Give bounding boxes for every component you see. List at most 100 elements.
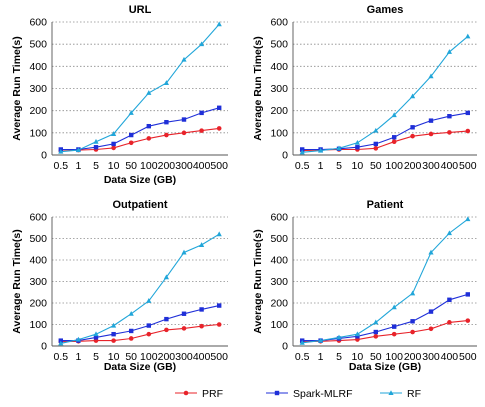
y-tick-label: 400 bbox=[29, 61, 47, 73]
x-tick-label: 500 bbox=[210, 160, 228, 172]
chart-title: URL bbox=[129, 4, 152, 16]
data-point bbox=[410, 125, 415, 130]
data-point bbox=[58, 148, 64, 154]
data-point bbox=[146, 298, 152, 303]
data-point bbox=[181, 56, 187, 62]
data-point bbox=[199, 41, 205, 47]
y-tick-label: 0 bbox=[41, 150, 47, 162]
series-rf bbox=[299, 33, 471, 155]
y-tick-label: 600 bbox=[29, 212, 47, 224]
data-point bbox=[410, 319, 415, 324]
data-point bbox=[93, 138, 99, 144]
x-tick-label: 1 bbox=[75, 351, 81, 363]
data-point bbox=[410, 133, 415, 139]
data-point bbox=[111, 145, 116, 151]
x-tick-label: 200 bbox=[158, 351, 176, 363]
x-tick-label: 200 bbox=[404, 160, 422, 172]
data-point bbox=[128, 310, 134, 316]
x-axis-label: Data Size (GB) bbox=[104, 174, 176, 186]
data-point bbox=[446, 49, 452, 54]
data-point bbox=[129, 132, 134, 138]
series-line bbox=[60, 305, 220, 342]
y-tick-label: 100 bbox=[29, 127, 47, 139]
data-point bbox=[146, 90, 152, 95]
x-tick-label: 1 bbox=[318, 160, 324, 172]
data-point bbox=[181, 326, 187, 331]
data-point bbox=[300, 147, 305, 152]
x-tick-label: 400 bbox=[193, 160, 211, 172]
x-tick-label: 200 bbox=[158, 160, 176, 172]
legend-label: PRF bbox=[202, 388, 223, 400]
y-tick-label: 400 bbox=[270, 255, 288, 267]
data-point bbox=[465, 292, 470, 297]
data-point bbox=[428, 309, 434, 314]
legend-item-spark-mlrf: Spark-MLRF bbox=[266, 388, 353, 400]
data-point bbox=[373, 141, 378, 147]
y-axis-label: Average Run Time(s) bbox=[11, 36, 23, 140]
data-point bbox=[336, 145, 342, 151]
x-tick-label: 10 bbox=[108, 160, 120, 172]
legend-item-rf: RF bbox=[380, 388, 421, 400]
x-tick-label: 0.5 bbox=[295, 351, 310, 363]
data-point bbox=[355, 145, 360, 150]
y-tick-label: 100 bbox=[270, 127, 288, 139]
series-line bbox=[302, 320, 468, 343]
data-point bbox=[111, 322, 117, 328]
x-tick-label: 300 bbox=[175, 351, 193, 363]
data-point bbox=[318, 147, 324, 153]
data-point bbox=[58, 340, 64, 346]
data-point bbox=[199, 242, 205, 247]
data-point bbox=[128, 140, 134, 146]
data-point bbox=[181, 130, 187, 136]
data-point bbox=[373, 146, 379, 151]
data-point bbox=[199, 128, 204, 133]
y-tick-label: 300 bbox=[270, 83, 288, 95]
y-axis-label: Average Run Time(s) bbox=[252, 36, 264, 140]
x-tick-label: 300 bbox=[422, 351, 440, 363]
y-tick-label: 200 bbox=[29, 298, 47, 310]
legend-marker bbox=[183, 390, 189, 396]
data-point bbox=[392, 324, 397, 329]
data-point bbox=[465, 128, 471, 134]
y-tick-label: 100 bbox=[270, 319, 288, 331]
data-point bbox=[93, 145, 99, 150]
x-tick-label: 100 bbox=[385, 351, 403, 363]
data-point bbox=[181, 249, 187, 255]
x-tick-label: 500 bbox=[459, 351, 477, 363]
data-point bbox=[111, 141, 116, 147]
data-point bbox=[75, 147, 81, 153]
legend-marker bbox=[388, 390, 394, 395]
series-rf bbox=[299, 216, 471, 345]
chart-title: Games bbox=[367, 4, 404, 16]
chart-title: Patient bbox=[367, 199, 404, 211]
data-point bbox=[111, 331, 116, 337]
data-point bbox=[373, 334, 379, 339]
data-point bbox=[410, 93, 416, 99]
legend-label: RF bbox=[407, 388, 421, 400]
y-tick-label: 100 bbox=[29, 319, 47, 331]
x-tick-label: 10 bbox=[108, 351, 120, 363]
series-prf bbox=[58, 322, 222, 345]
legend-item-prf: PRF bbox=[175, 388, 223, 400]
data-point bbox=[93, 335, 99, 340]
data-point bbox=[299, 339, 305, 345]
data-point bbox=[410, 290, 416, 296]
y-tick-label: 500 bbox=[270, 233, 288, 245]
series-line bbox=[60, 323, 220, 343]
data-point bbox=[428, 249, 434, 255]
data-point bbox=[199, 110, 204, 116]
data-point bbox=[146, 136, 152, 141]
x-tick-label: 50 bbox=[370, 351, 382, 363]
x-tick-label: 5 bbox=[93, 351, 99, 363]
data-point bbox=[465, 33, 471, 39]
y-tick-label: 0 bbox=[282, 341, 288, 353]
data-point bbox=[216, 21, 222, 27]
data-point bbox=[75, 336, 81, 342]
data-point bbox=[391, 304, 397, 310]
y-tick-label: 200 bbox=[270, 298, 288, 310]
x-tick-label: 0.5 bbox=[53, 160, 68, 172]
x-tick-label: 10 bbox=[352, 160, 364, 172]
data-point bbox=[318, 337, 324, 343]
